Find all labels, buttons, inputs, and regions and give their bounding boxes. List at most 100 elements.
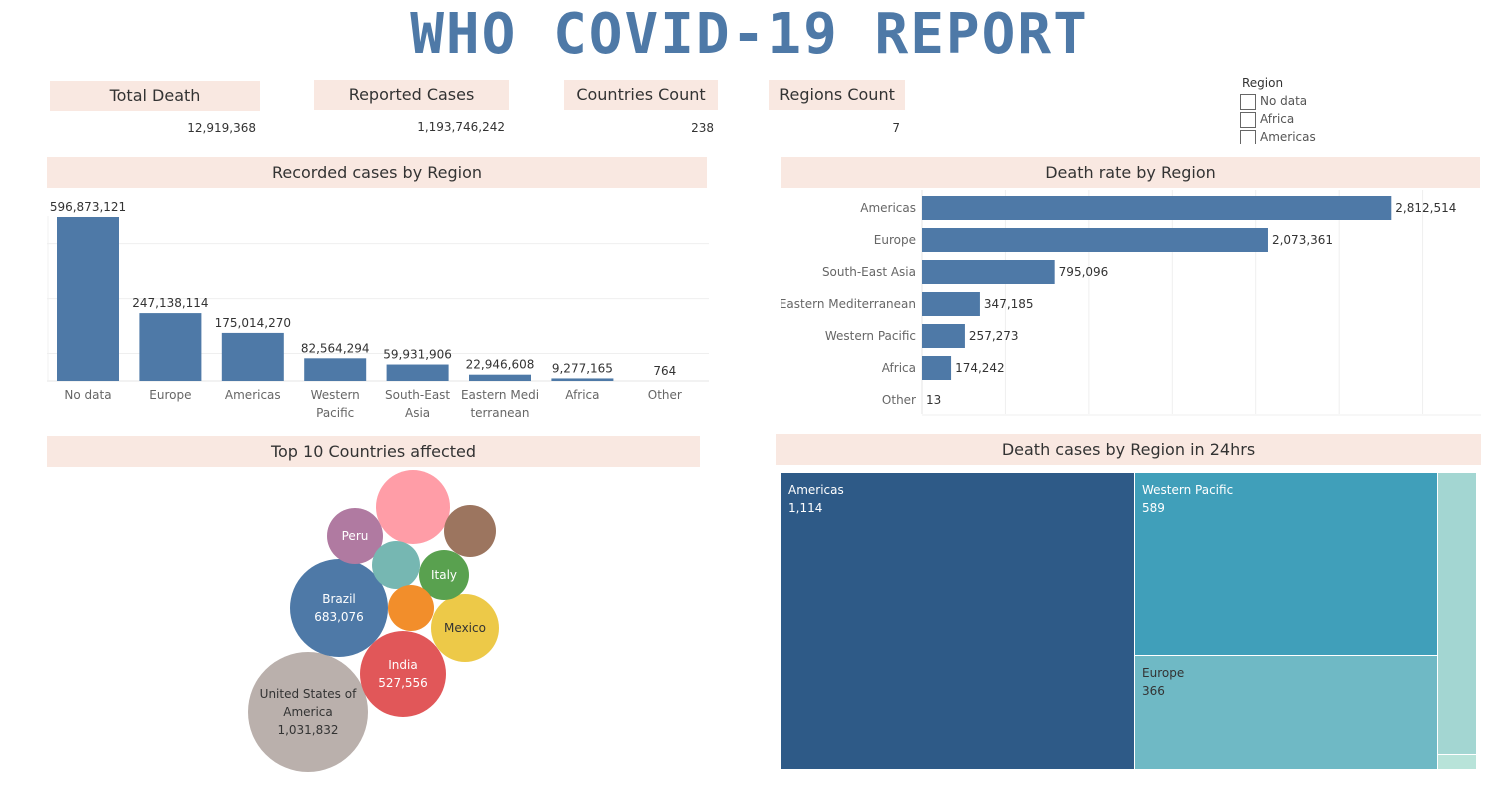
top-countries-header: Top 10 Countries affected — [47, 436, 700, 467]
category-label: Africa — [882, 361, 916, 375]
bubble-label: Peru — [342, 529, 369, 543]
treemap-label: Americas — [788, 483, 844, 497]
bar — [221, 332, 284, 381]
checkbox-icon[interactable] — [1240, 93, 1256, 110]
kpi-total-death-value: 12,919,368 — [187, 121, 256, 135]
recorded-cases-header: Recorded cases by Region — [47, 157, 707, 188]
bar — [57, 217, 119, 381]
bubble — [248, 652, 368, 772]
category-label: Pacific — [316, 406, 354, 420]
kpi-reported-cases-label: Reported Cases — [314, 80, 509, 110]
death-rate-header: Death rate by Region — [781, 157, 1480, 188]
treemap-cell — [1438, 473, 1476, 754]
treemap-cell — [1438, 755, 1476, 769]
bubble-label: Italy — [431, 568, 457, 582]
data-label: 257,273 — [969, 329, 1019, 343]
data-label: 764 — [653, 364, 676, 378]
death-rate-chart: Americas 2,812,514 Europe 2,073,361 South-Ea… — [781, 190, 1481, 416]
treemap-cell — [781, 473, 1134, 769]
category-label: Europe — [874, 233, 916, 247]
bubble — [327, 508, 383, 564]
treemap-value: 1,114 — [788, 501, 822, 515]
data-label: 2,812,514 — [1395, 201, 1456, 215]
data-label: 174,242 — [955, 361, 1005, 375]
data-label: 13 — [926, 393, 941, 407]
bubble-label: Brazil — [322, 592, 356, 606]
category-label: Western — [311, 388, 360, 402]
legend-title: Region — [1242, 76, 1284, 90]
category-label: Africa — [565, 388, 599, 402]
data-label: 247,138,114 — [132, 296, 208, 310]
treemap-cell — [1135, 473, 1437, 655]
category-label: Asia — [405, 406, 430, 420]
legend-item-label: No data — [1260, 94, 1308, 108]
data-label: 795,096 — [1059, 265, 1109, 279]
bar — [139, 313, 202, 381]
bubble — [419, 550, 469, 600]
treemap-value: 366 — [1142, 684, 1165, 698]
kpi-regions-count-value: 7 — [892, 121, 900, 135]
data-label: 2,073,361 — [1272, 233, 1333, 247]
page-title: WHO COVID-19 REPORT — [410, 2, 1089, 67]
legend-item-africa[interactable]: Africa — [1240, 110, 1360, 128]
bubble — [431, 594, 499, 662]
legend-item-label: Africa — [1260, 112, 1295, 126]
bubble-value: 527,556 — [378, 676, 428, 690]
legend-item-label: Americas — [1260, 130, 1316, 144]
bar — [551, 378, 614, 381]
category-label: Other — [882, 393, 916, 407]
data-label: 22,946,608 — [466, 358, 535, 372]
bar — [922, 356, 952, 380]
top-countries-bubble-chart: United States of America 1,031,832 Brazil 68… — [248, 470, 499, 772]
kpi-total-death-label: Total Death — [50, 81, 260, 111]
bubble — [360, 631, 446, 717]
data-label: 175,014,270 — [215, 316, 291, 330]
category-label: Eastern Mediterranean — [781, 297, 916, 311]
kpi-regions-count-label: Regions Count — [769, 80, 905, 110]
category-label: Americas — [225, 388, 281, 402]
bar — [469, 374, 531, 381]
bubble — [290, 559, 388, 657]
bar — [922, 260, 1055, 284]
treemap-label: Western Pacific — [1142, 483, 1233, 497]
recorded-cases-chart: 596,873,121 No data 247,138,114 Europe 175,0… — [47, 200, 709, 420]
bubble — [388, 585, 434, 631]
bar — [922, 228, 1268, 252]
bar — [922, 196, 1392, 220]
data-label: 82,564,294 — [301, 341, 370, 355]
region-legend[interactable]: No data Africa Americas — [1240, 92, 1360, 144]
treemap-value: 589 — [1142, 501, 1165, 515]
legend-item-no-data[interactable]: No data — [1240, 92, 1360, 110]
bar — [922, 324, 965, 348]
bubble — [372, 541, 420, 589]
category-label: terranean — [470, 406, 529, 420]
data-label: 59,931,906 — [383, 348, 452, 362]
kpi-countries-count-value: 238 — [691, 121, 714, 135]
category-label: Europe — [149, 388, 191, 402]
bubble-label: America — [283, 705, 333, 719]
data-label: 596,873,121 — [50, 200, 126, 214]
bar — [922, 292, 980, 316]
bubble-value: 683,076 — [314, 610, 364, 624]
category-label: South-East Asia — [822, 265, 916, 279]
kpi-countries-count-label: Countries Count — [564, 80, 718, 110]
bar — [304, 358, 367, 381]
category-label: Western Pacific — [825, 329, 916, 343]
legend-item-americas[interactable]: Americas — [1240, 128, 1360, 144]
bubble — [444, 505, 496, 557]
checkbox-icon[interactable] — [1240, 129, 1256, 144]
death-24h-header: Death cases by Region in 24hrs — [776, 434, 1481, 465]
death-24h-treemap: Americas 1,114 Western Pacific 589 Europe 366 — [781, 473, 1476, 769]
data-label: 9,277,165 — [552, 361, 613, 375]
treemap-label: Europe — [1142, 666, 1184, 680]
bubble-value: 1,031,832 — [277, 723, 338, 737]
category-label: South-East — [385, 388, 450, 402]
checkbox-icon[interactable] — [1240, 111, 1256, 128]
category-label: Eastern Medi — [461, 388, 539, 402]
bubble-label: United States of — [260, 687, 357, 701]
category-label: Other — [648, 388, 682, 402]
bar — [386, 364, 449, 381]
kpi-reported-cases-value: 1,193,746,242 — [417, 120, 505, 134]
data-label: 347,185 — [984, 297, 1034, 311]
bubble — [376, 470, 450, 544]
